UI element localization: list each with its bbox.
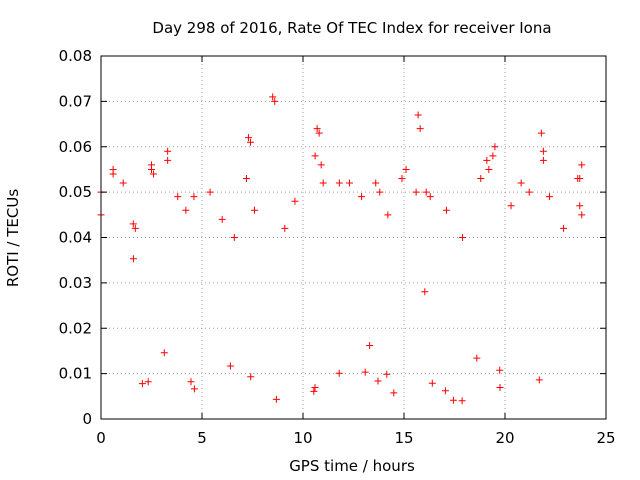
data-point bbox=[416, 125, 424, 133]
y-tick-label: 0 bbox=[82, 410, 92, 428]
data-point bbox=[311, 152, 319, 160]
y-tick-label: 0.05 bbox=[59, 183, 92, 201]
data-point bbox=[230, 234, 238, 241]
y-tick-label: 0.02 bbox=[59, 319, 92, 337]
data-point bbox=[150, 170, 158, 178]
data-point bbox=[182, 206, 190, 214]
data-point bbox=[358, 193, 366, 201]
data-point bbox=[131, 224, 139, 232]
data-point bbox=[109, 170, 117, 178]
data-point bbox=[164, 156, 172, 164]
data-point bbox=[398, 175, 406, 183]
data-point bbox=[345, 179, 353, 187]
x-axis-label: GPS time / hours bbox=[289, 457, 415, 475]
x-tick-labels: 0 5 10 15 20 25 bbox=[96, 429, 615, 447]
y-tick-label: 0.03 bbox=[59, 274, 92, 292]
data-point bbox=[459, 234, 467, 241]
x-tick-label: 25 bbox=[596, 429, 615, 447]
data-point bbox=[402, 165, 410, 173]
data-point bbox=[412, 188, 420, 196]
gridlines bbox=[101, 56, 606, 419]
x-tick-label: 15 bbox=[394, 429, 413, 447]
data-point bbox=[483, 156, 491, 164]
x-tick-label: 5 bbox=[197, 429, 207, 447]
data-point bbox=[242, 175, 250, 183]
data-point bbox=[148, 165, 155, 173]
dense-data-points bbox=[129, 255, 543, 405]
data-point bbox=[164, 147, 172, 155]
data-point bbox=[376, 188, 384, 196]
data-point bbox=[313, 125, 321, 133]
data-point bbox=[537, 129, 545, 137]
y-tick-labels: 0 0.01 0.02 0.03 0.04 0.05 0.06 0.07 0.08 bbox=[59, 47, 92, 428]
data-point bbox=[576, 202, 584, 210]
data-point bbox=[335, 179, 343, 187]
data-point bbox=[251, 206, 259, 214]
data-point bbox=[578, 211, 586, 219]
data-point bbox=[507, 202, 515, 210]
data-point bbox=[246, 138, 254, 146]
data-point bbox=[560, 224, 568, 232]
data-point bbox=[129, 220, 137, 228]
data-point bbox=[525, 188, 533, 196]
data-point bbox=[539, 147, 547, 155]
data-point bbox=[119, 179, 127, 187]
data-point bbox=[372, 179, 380, 187]
data-point bbox=[578, 161, 586, 169]
data-point bbox=[218, 215, 226, 223]
chart-title: Day 298 of 2016, Rate Of TEC Index for r… bbox=[152, 19, 551, 37]
data-point bbox=[317, 161, 325, 169]
data-point bbox=[426, 193, 434, 201]
y-tick-label: 0.06 bbox=[59, 138, 92, 156]
data-point bbox=[491, 143, 499, 151]
data-point bbox=[384, 211, 392, 219]
data-point bbox=[244, 134, 252, 142]
data-point bbox=[539, 156, 547, 164]
data-point bbox=[281, 224, 289, 232]
data-point bbox=[576, 175, 584, 183]
data-point bbox=[319, 179, 327, 187]
data-point bbox=[489, 152, 497, 160]
data-point bbox=[422, 188, 430, 196]
data-point bbox=[206, 188, 214, 196]
y-tick-label: 0.07 bbox=[59, 92, 92, 110]
data-point bbox=[271, 97, 279, 105]
data-point bbox=[269, 93, 277, 101]
x-tick-label: 20 bbox=[495, 429, 514, 447]
data-point bbox=[190, 193, 198, 201]
data-point bbox=[517, 179, 525, 187]
y-tick-label: 0.04 bbox=[59, 229, 92, 247]
axes bbox=[100, 55, 607, 420]
data-points bbox=[97, 93, 586, 405]
data-point bbox=[545, 193, 553, 201]
data-point bbox=[315, 129, 323, 137]
y-axis-label: ROTI / TECUs bbox=[4, 189, 22, 287]
data-point bbox=[291, 197, 299, 205]
y-tick-label: 0.01 bbox=[59, 365, 92, 383]
data-point bbox=[414, 111, 422, 119]
data-point bbox=[477, 175, 485, 183]
data-point bbox=[174, 193, 182, 201]
x-tick-label: 0 bbox=[96, 429, 106, 447]
data-point bbox=[485, 165, 493, 173]
y-tick-label: 0.08 bbox=[59, 47, 92, 65]
data-point bbox=[442, 206, 450, 214]
x-tick-label: 10 bbox=[293, 429, 312, 447]
